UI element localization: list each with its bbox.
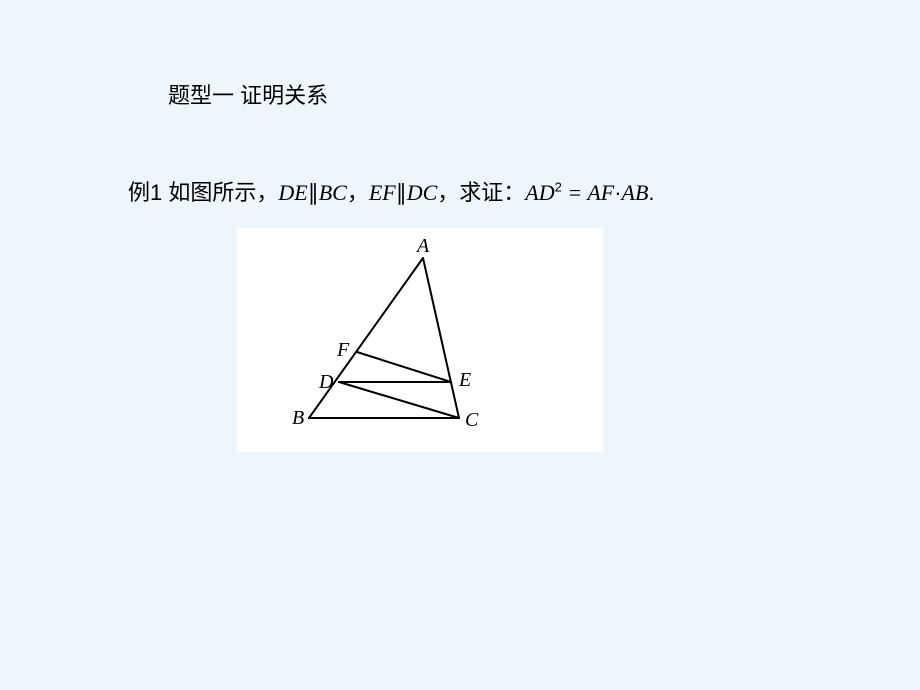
problem-prefix: 例1 如图所示，: [128, 180, 278, 205]
seg-ef: EF: [369, 180, 396, 205]
eq-exp: 2: [555, 180, 562, 195]
sep-1: ，: [347, 180, 369, 205]
svg-text:F: F: [336, 339, 350, 361]
eq-dot: ·: [614, 180, 621, 205]
svg-text:E: E: [458, 369, 471, 391]
svg-text:C: C: [465, 409, 479, 431]
eq-eq: =: [562, 180, 587, 205]
svg-text:D: D: [318, 371, 334, 393]
seg-bc: BC: [319, 180, 347, 205]
svg-text:A: A: [415, 235, 430, 257]
svg-text:B: B: [292, 407, 304, 429]
parallel-1: ∥: [308, 180, 319, 205]
eq-ad: AD: [525, 180, 554, 205]
eq-ab: AB: [622, 180, 649, 205]
figure-svg: A B C D E F: [237, 228, 603, 452]
geometry-figure: A B C D E F: [237, 228, 603, 452]
seg-dc: DC: [407, 180, 438, 205]
problem-statement: 例1 如图所示，DE∥BC，EF∥DC，求证：AD2 = AF·AB.: [128, 175, 655, 207]
eq-end: .: [648, 180, 654, 205]
parallel-2: ∥: [396, 180, 407, 205]
sep-2: ，求证：: [437, 180, 525, 205]
eq-af: AF: [587, 180, 614, 205]
seg-de: DE: [278, 180, 307, 205]
section-title: 题型一 证明关系: [168, 78, 328, 110]
